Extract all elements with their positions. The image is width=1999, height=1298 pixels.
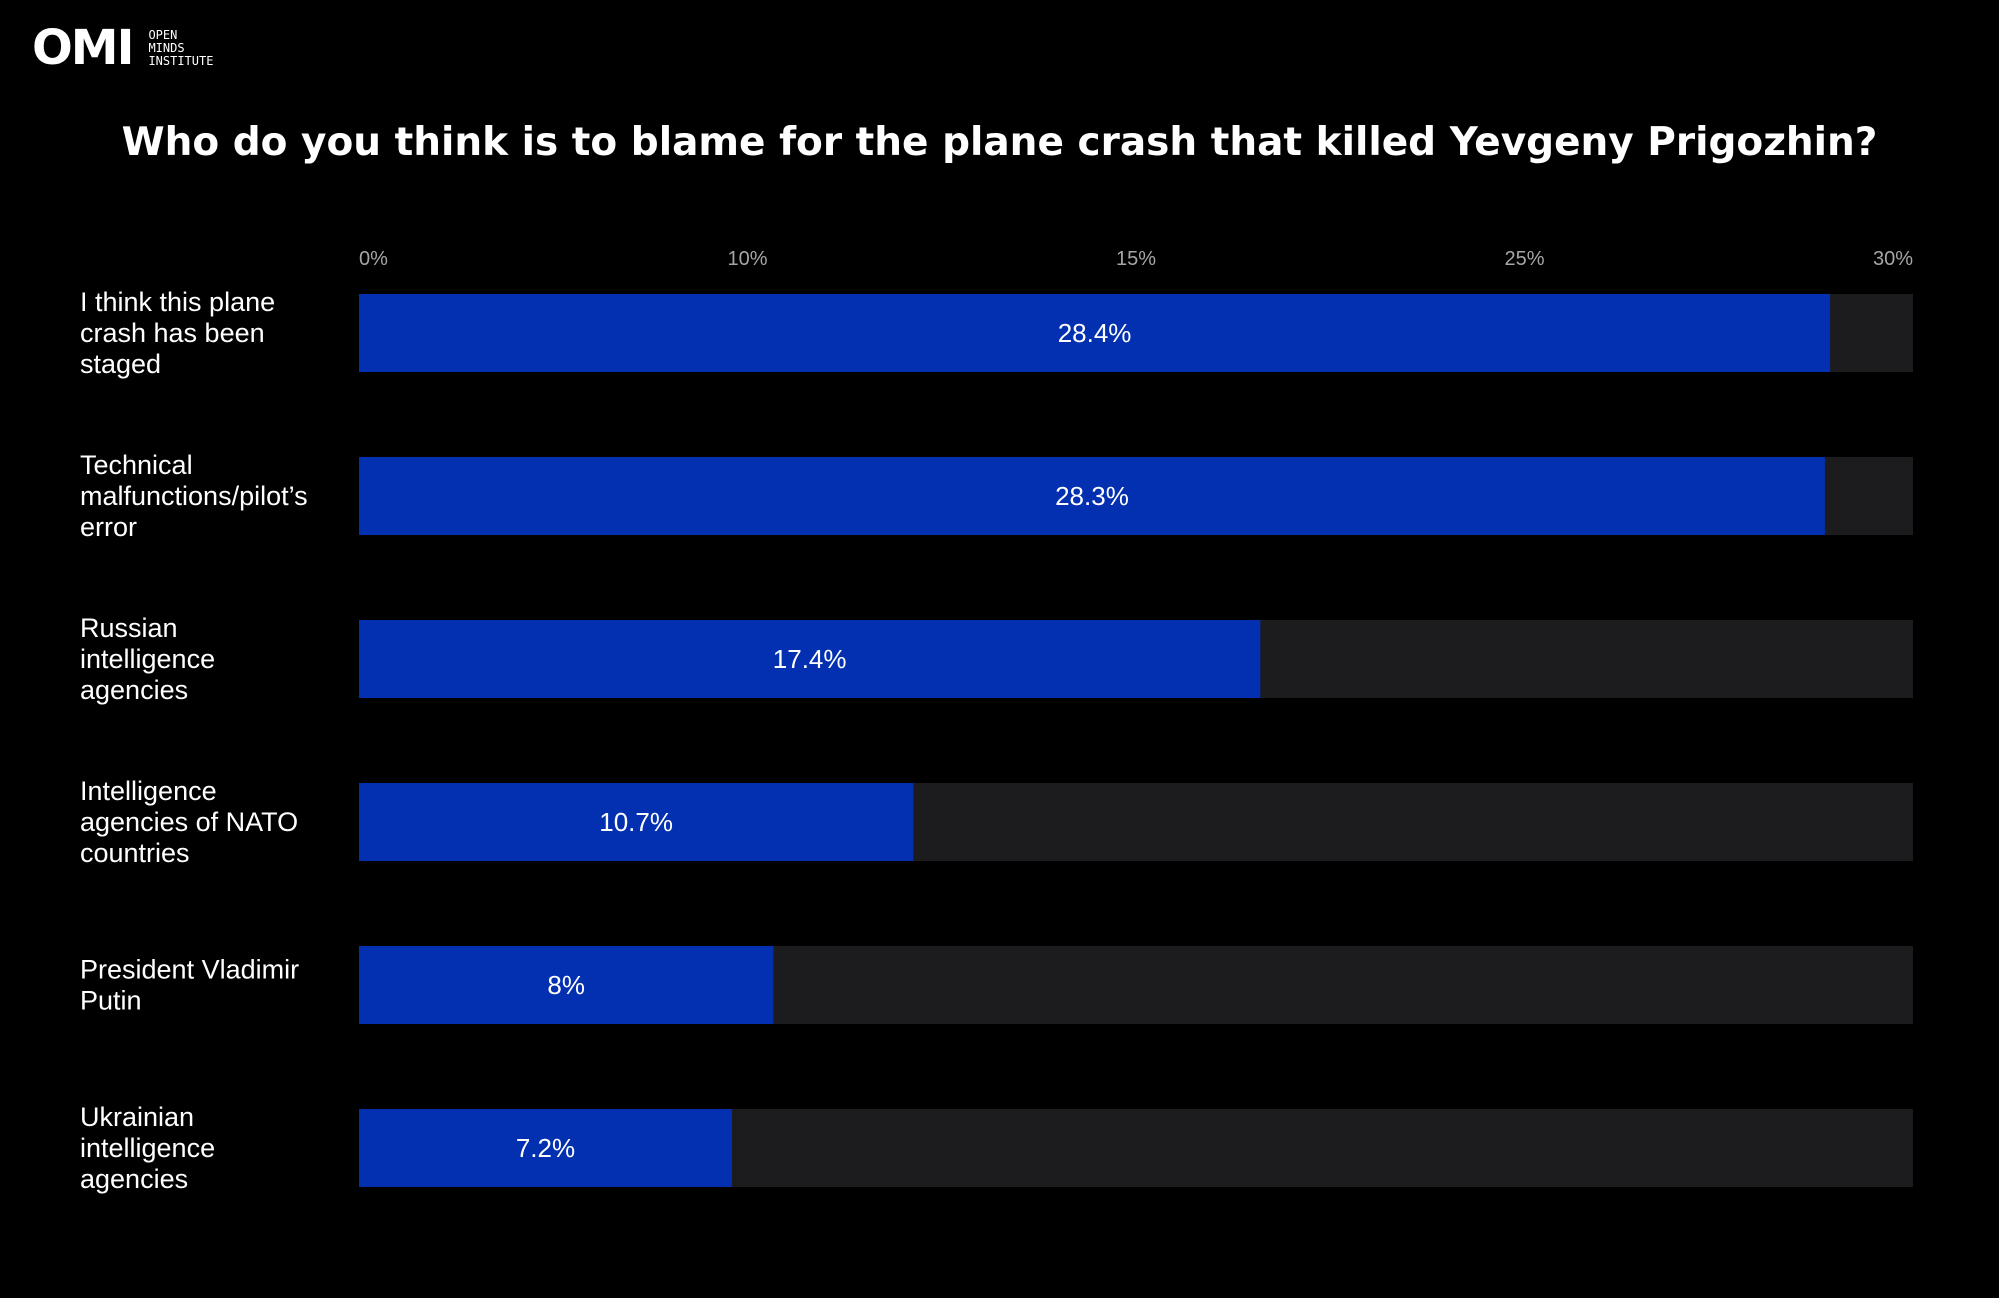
chart-title: Who do you think is to blame for the pla… [121,120,1878,165]
category-label: agencies [80,675,188,705]
x-tick-label: 25% [1504,248,1544,270]
category-label: agencies [80,1164,188,1194]
bar-value-label: 7.2% [516,1133,575,1163]
category-label: Putin [80,986,142,1016]
category-label: intelligence [80,644,215,674]
bar [359,294,1831,372]
bar-value-label: 10.7% [599,807,673,837]
logo-wordmark: OPEN MINDS INSTITUTE [148,27,214,68]
logo-line: OPEN [148,27,178,42]
bar [359,457,1825,535]
category-label: countries [80,838,190,868]
category-label: intelligence [80,1133,215,1163]
bar-value-label: 28.4% [1058,318,1132,348]
logo-line: INSTITUTE [148,53,214,68]
x-tick-label: 15% [1116,248,1156,270]
omi-logo: OMI OPEN MINDS INSTITUTE [32,20,214,76]
category-label: Intelligence [80,776,217,806]
category-label: Ukrainian [80,1102,194,1132]
bar-value-label: 28.3% [1055,481,1129,511]
bar [359,946,774,1024]
category-label: Technical [80,450,193,480]
logo-line: MINDS [148,40,185,55]
category-label: crash has been [80,318,265,348]
x-tick-label: 10% [727,248,767,270]
category-label: agencies of NATO [80,807,298,837]
bar [359,1109,732,1187]
bar [359,783,914,861]
category-label: President Vladimir [80,955,299,985]
bar-value-label: 17.4% [773,644,847,674]
logo-mark: OMI [32,20,134,76]
category-label: error [80,512,137,542]
category-label: I think this plane [80,287,275,317]
bar-value-label: 8% [547,970,585,1000]
category-label: malfunctions/pilot’s [80,481,308,511]
x-tick-label: 30% [1873,248,1913,270]
x-tick-label: 0% [359,248,388,270]
category-label: Russian [80,613,178,643]
category-label: staged [80,349,161,379]
bar [359,620,1261,698]
